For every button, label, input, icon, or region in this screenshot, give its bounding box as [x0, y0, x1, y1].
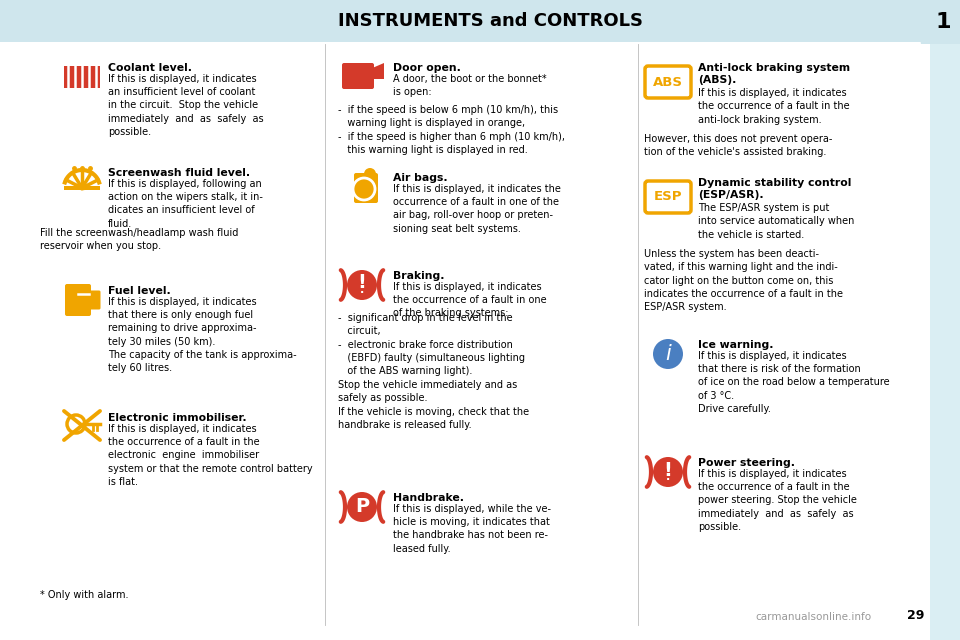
- Circle shape: [364, 168, 376, 180]
- Text: carmanualsonline.info: carmanualsonline.info: [755, 612, 871, 622]
- Text: INSTRUMENTS and CONTROLS: INSTRUMENTS and CONTROLS: [338, 12, 642, 30]
- Text: Dynamic stability control
(ESP/ASR).: Dynamic stability control (ESP/ASR).: [698, 178, 852, 200]
- Text: Screenwash fluid level.: Screenwash fluid level.: [108, 168, 251, 178]
- FancyBboxPatch shape: [342, 63, 374, 89]
- Text: 29: 29: [907, 609, 924, 622]
- Circle shape: [653, 457, 683, 487]
- Text: If this is displayed, it indicates
the occurrence of a fault in the
electronic  : If this is displayed, it indicates the o…: [108, 424, 313, 487]
- Text: Fill the screenwash/headlamp wash fluid
reservoir when you stop.: Fill the screenwash/headlamp wash fluid …: [40, 228, 238, 252]
- Text: Door open.: Door open.: [393, 63, 461, 73]
- Polygon shape: [370, 63, 384, 79]
- Text: -  if the speed is below 6 mph (10 km/h), this
   warning light is displayed in : - if the speed is below 6 mph (10 km/h),…: [338, 105, 565, 155]
- Text: ABS: ABS: [653, 76, 683, 88]
- Text: Power steering.: Power steering.: [698, 458, 795, 468]
- Text: * Only with alarm.: * Only with alarm.: [40, 590, 129, 600]
- Text: Coolant level.: Coolant level.: [108, 63, 192, 73]
- Text: -  significant drop in the level in the
   circuit,
-  electronic brake force di: - significant drop in the level in the c…: [338, 313, 529, 430]
- Text: !: !: [663, 461, 672, 479]
- Text: If this is displayed, it indicates
the occurrence of a fault in one
of the braki: If this is displayed, it indicates the o…: [393, 282, 546, 318]
- Text: Fuel level.: Fuel level.: [108, 286, 171, 296]
- Polygon shape: [912, 0, 960, 44]
- Text: P: P: [355, 497, 369, 516]
- Text: If this is displayed, it indicates
that there is risk of the formation
of ice on: If this is displayed, it indicates that …: [698, 351, 890, 414]
- Text: Anti-lock braking system
(ABS).: Anti-lock braking system (ABS).: [698, 63, 851, 84]
- FancyBboxPatch shape: [65, 284, 91, 316]
- FancyBboxPatch shape: [930, 42, 960, 640]
- FancyBboxPatch shape: [64, 186, 100, 190]
- Text: Handbrake.: Handbrake.: [393, 493, 464, 503]
- Text: However, this does not prevent opera-
tion of the vehicle's assisted braking.: However, this does not prevent opera- ti…: [644, 134, 832, 157]
- FancyBboxPatch shape: [87, 291, 101, 310]
- Text: If this is displayed, while the ve-
hicle is moving, it indicates that
the handb: If this is displayed, while the ve- hicl…: [393, 504, 551, 554]
- Text: ESP: ESP: [654, 191, 683, 204]
- Text: Ice warning.: Ice warning.: [698, 340, 774, 350]
- Circle shape: [347, 492, 377, 522]
- Text: If this is displayed, it indicates
an insufficient level of coolant
in the circu: If this is displayed, it indicates an in…: [108, 74, 264, 137]
- Text: Braking.: Braking.: [393, 271, 444, 281]
- Text: !: !: [357, 273, 367, 292]
- Text: 1: 1: [935, 12, 950, 32]
- FancyBboxPatch shape: [354, 173, 378, 203]
- Text: A door, the boot or the bonnet*
is open:: A door, the boot or the bonnet* is open:: [393, 74, 546, 97]
- Text: If this is displayed, it indicates
the occurrence of a fault in the
anti-lock br: If this is displayed, it indicates the o…: [698, 88, 850, 125]
- FancyBboxPatch shape: [0, 0, 960, 42]
- Circle shape: [653, 339, 683, 369]
- Text: If this is displayed, it indicates the
occurrence of a fault in one of the
air b: If this is displayed, it indicates the o…: [393, 184, 561, 234]
- Text: The ESP/ASR system is put
into service automatically when
the vehicle is started: The ESP/ASR system is put into service a…: [698, 203, 854, 240]
- Text: Air bags.: Air bags.: [393, 173, 447, 183]
- Text: If this is displayed, following an
action on the wipers stalk, it in-
dicates an: If this is displayed, following an actio…: [108, 179, 263, 228]
- Text: Electronic immobiliser.: Electronic immobiliser.: [108, 413, 247, 423]
- FancyBboxPatch shape: [64, 66, 100, 88]
- Text: If this is displayed, it indicates
the occurrence of a fault in the
power steeri: If this is displayed, it indicates the o…: [698, 468, 857, 532]
- Text: Unless the system has been deacti-
vated, if this warning light and the indi-
ca: Unless the system has been deacti- vated…: [644, 249, 843, 312]
- Circle shape: [347, 270, 377, 300]
- Circle shape: [353, 178, 375, 200]
- Text: .: .: [360, 285, 364, 295]
- Text: If this is displayed, it indicates
that there is only enough fuel
remaining to d: If this is displayed, it indicates that …: [108, 296, 297, 373]
- Text: .: .: [666, 472, 670, 482]
- Text: i: i: [665, 344, 671, 364]
